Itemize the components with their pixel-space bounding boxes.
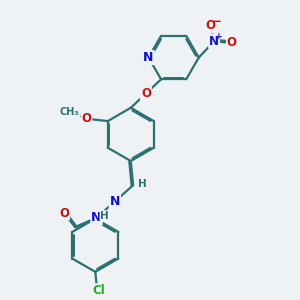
- Text: +: +: [215, 32, 223, 41]
- Text: O: O: [82, 112, 92, 125]
- Text: H: H: [138, 179, 146, 189]
- Text: O: O: [59, 206, 69, 220]
- Text: O: O: [227, 36, 237, 49]
- Text: N: N: [91, 211, 102, 224]
- Text: N: N: [143, 51, 154, 64]
- Text: O: O: [206, 20, 216, 32]
- Text: N: N: [209, 35, 219, 48]
- Text: O: O: [141, 87, 151, 100]
- Text: H: H: [100, 211, 109, 221]
- Text: N: N: [110, 195, 120, 208]
- Text: CH₃: CH₃: [59, 107, 79, 117]
- Text: −: −: [212, 15, 222, 28]
- Text: Cl: Cl: [92, 284, 105, 297]
